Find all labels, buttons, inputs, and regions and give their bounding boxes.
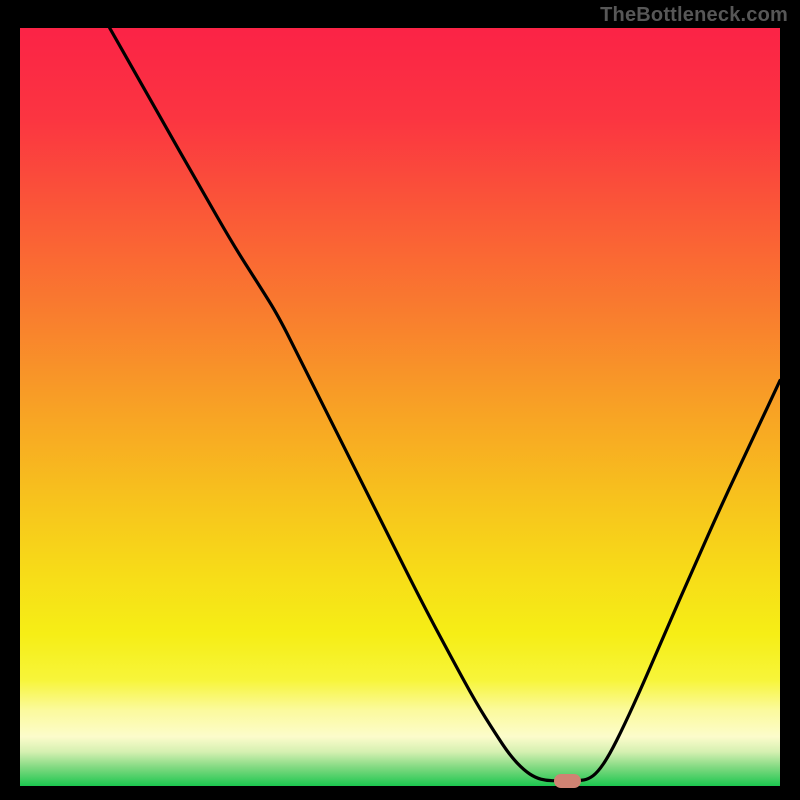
plot-svg [20, 28, 780, 786]
gradient-rect [20, 28, 780, 786]
watermark-text: TheBottleneck.com [600, 4, 788, 27]
plot-area [20, 28, 780, 786]
chart-root: TheBottleneck.com [0, 0, 800, 800]
highlight-marker [554, 774, 581, 788]
